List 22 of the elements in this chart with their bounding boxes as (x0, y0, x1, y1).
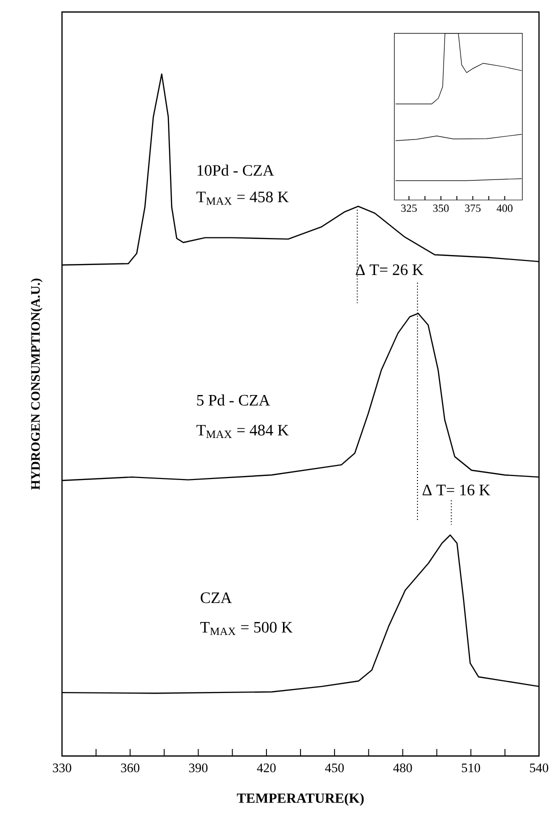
x-tick-label: 350 (433, 204, 449, 212)
x-tick-label: 330 (52, 764, 72, 772)
annotation: 10Pd - CZA (198, 164, 274, 176)
annotation: T$_{MAX}$ = 500 K (200, 622, 293, 636)
x-tick-label: 325 (401, 204, 417, 212)
annotation: Δ T= 26 K (356, 264, 424, 276)
x-tick-label: 375 (465, 204, 481, 212)
x-tick-label: 510 (462, 764, 480, 772)
annotation: Δ T= 16 K (422, 484, 490, 496)
y-axis-title: HYDROGEN CONSUMPTION(A.U.) (30, 278, 42, 490)
x-tick-label: 480 (393, 764, 412, 772)
x-tick-label: 400 (496, 204, 512, 212)
annotation: T$_{MAX}$ = 484 K (196, 424, 289, 438)
x-tick-label: 450 (325, 764, 344, 772)
x-axis-title: TEMPERATURE(K) (236, 793, 364, 806)
x-tick-label: 540 (530, 764, 548, 772)
x-tick-label: 420 (256, 764, 276, 772)
annotation: CZA (200, 592, 232, 604)
annotation: T$_{MAX}$ = 458 K (196, 192, 289, 205)
x-tick-label: 360 (121, 764, 140, 772)
x-tick-label: 390 (189, 764, 208, 772)
annotation: 5 Pd - CZA (197, 394, 270, 406)
